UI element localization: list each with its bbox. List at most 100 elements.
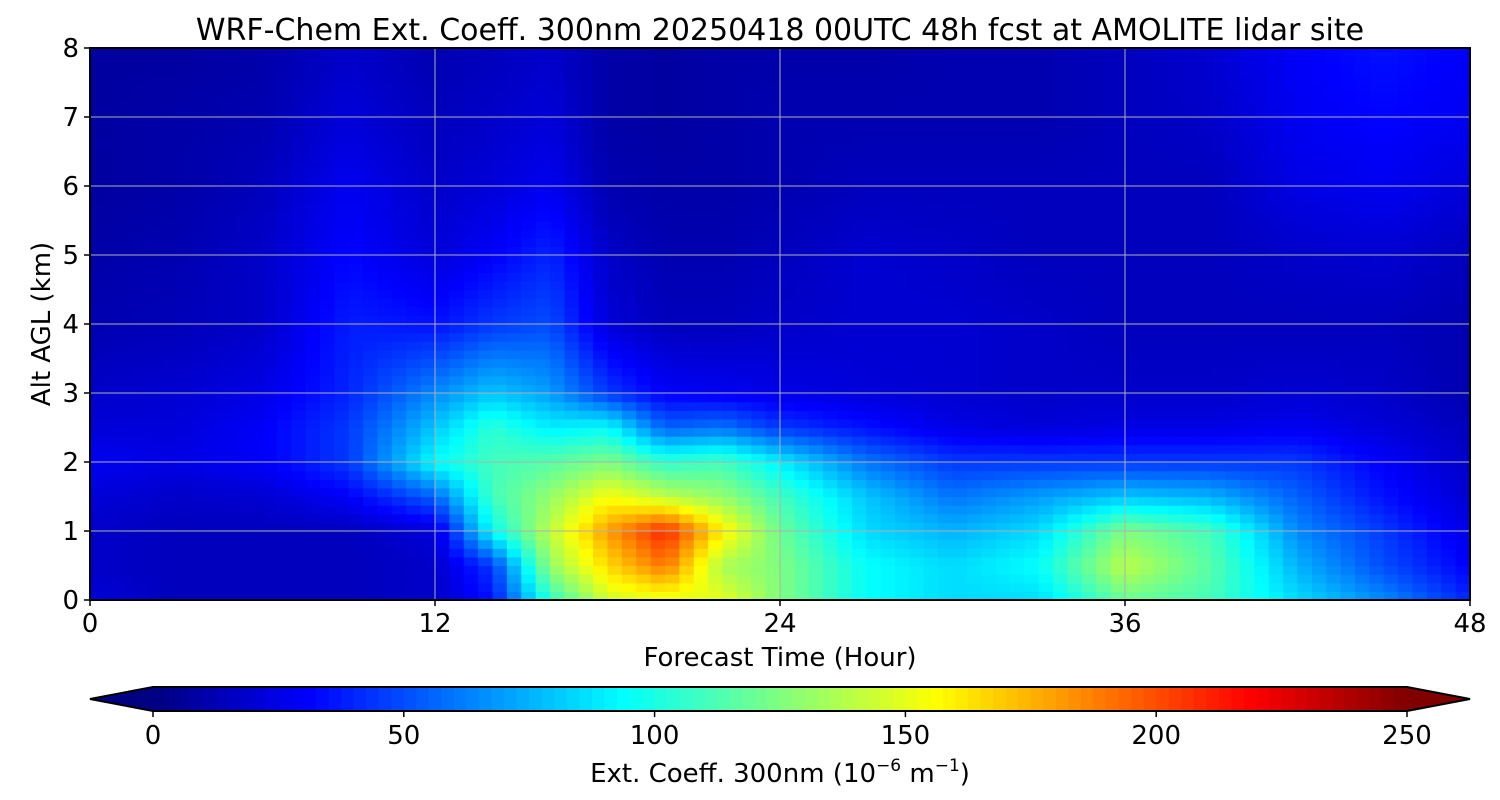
heatmap-cell xyxy=(506,462,522,472)
heatmap-cell xyxy=(1067,436,1083,446)
heatmap-cell xyxy=(377,591,393,600)
heatmap-cell xyxy=(377,539,393,549)
heatmap-cell xyxy=(1211,453,1227,463)
heatmap-cell xyxy=(1268,444,1284,454)
heatmap-cell xyxy=(1182,211,1198,222)
heatmap-cell xyxy=(1081,556,1097,567)
heatmap-cell xyxy=(1455,479,1470,489)
heatmap-cell xyxy=(851,177,867,187)
heatmap-cell xyxy=(1297,462,1313,472)
heatmap-cell xyxy=(909,410,925,420)
heatmap-cell xyxy=(233,582,249,592)
heatmap-cell xyxy=(276,280,292,291)
heatmap-cell xyxy=(190,470,206,480)
heatmap-cell xyxy=(1283,522,1299,532)
heatmap-cell xyxy=(463,574,479,584)
heatmap-cell xyxy=(1398,479,1414,489)
heatmap-cell xyxy=(449,341,465,351)
heatmap-cell xyxy=(262,453,278,463)
heatmap-cell xyxy=(1053,522,1069,532)
heatmap-cell xyxy=(262,246,278,256)
heatmap-cell xyxy=(406,367,422,377)
heatmap-cell xyxy=(1326,539,1342,549)
heatmap-cell xyxy=(593,315,609,325)
heatmap-cell xyxy=(276,203,292,213)
heatmap-cell xyxy=(880,565,896,575)
heatmap-cell xyxy=(363,315,379,325)
heatmap-cell xyxy=(1369,358,1385,368)
heatmap-cell xyxy=(1067,496,1083,506)
heatmap-cell xyxy=(1182,177,1198,187)
heatmap-cell xyxy=(118,393,134,403)
heatmap-cell xyxy=(133,539,149,549)
heatmap-cell xyxy=(420,177,436,187)
heatmap-cell xyxy=(521,324,537,334)
heatmap-cell xyxy=(1240,298,1255,308)
heatmap-cell xyxy=(133,194,149,204)
heatmap-cell xyxy=(1355,539,1370,549)
heatmap-cell xyxy=(636,574,652,584)
heatmap-cell xyxy=(679,410,695,420)
heatmap-cell xyxy=(535,427,551,437)
heatmap-cell xyxy=(808,220,824,230)
heatmap-cell xyxy=(420,160,436,170)
heatmap-cell xyxy=(104,548,120,558)
heatmap-cell xyxy=(1225,237,1241,247)
heatmap-cell xyxy=(1168,418,1184,429)
heatmap-cell xyxy=(1297,410,1313,420)
heatmap-cell xyxy=(1067,367,1083,377)
heatmap-cell xyxy=(1441,556,1457,567)
heatmap-cell xyxy=(1225,177,1241,187)
heatmap-cell xyxy=(1441,418,1457,429)
heatmap-cell xyxy=(219,418,235,429)
heatmap-cell xyxy=(593,453,609,463)
heatmap-cell xyxy=(334,272,350,282)
heatmap-cell xyxy=(1326,298,1342,308)
heatmap-cell xyxy=(1125,487,1140,498)
heatmap-cell xyxy=(578,375,594,385)
heatmap-cell xyxy=(823,565,839,575)
heatmap-cell xyxy=(650,496,666,506)
heatmap-cell xyxy=(248,203,264,213)
heatmap-cell xyxy=(219,358,235,368)
heatmap-cell xyxy=(176,151,192,161)
heatmap-cell xyxy=(449,272,465,282)
heatmap-cell xyxy=(880,160,896,170)
heatmap-cell xyxy=(621,401,637,411)
heatmap-cell xyxy=(1254,280,1270,291)
heatmap-cell xyxy=(808,479,824,489)
heatmap-cell xyxy=(607,513,623,523)
heatmap-cell xyxy=(506,280,522,291)
heatmap-cell xyxy=(147,375,163,385)
heatmap-cell xyxy=(463,168,479,178)
heatmap-cell xyxy=(161,531,177,541)
heatmap-cell xyxy=(291,263,307,273)
heatmap-cell xyxy=(219,522,235,532)
heatmap-cell xyxy=(305,186,321,196)
heatmap-cell xyxy=(823,324,839,334)
heatmap-cell xyxy=(650,263,666,273)
heatmap-cell xyxy=(1153,341,1169,351)
heatmap-cell xyxy=(593,194,609,204)
heatmap-cell xyxy=(722,220,738,230)
heatmap-cell xyxy=(1297,289,1313,299)
heatmap-cell xyxy=(808,462,824,472)
heatmap-cell xyxy=(521,582,537,592)
heatmap-cell xyxy=(794,255,810,265)
heatmap-cell xyxy=(478,298,494,308)
heatmap-cell xyxy=(406,393,422,403)
heatmap-cell xyxy=(406,418,422,429)
heatmap-cell xyxy=(578,332,594,342)
heatmap-cell xyxy=(1024,436,1040,446)
heatmap-cell xyxy=(1369,384,1385,394)
heatmap-cell xyxy=(823,505,839,515)
heatmap-cell xyxy=(665,591,680,600)
heatmap-cell xyxy=(650,453,666,463)
heatmap-cell xyxy=(449,349,465,360)
heatmap-cell xyxy=(1024,194,1040,204)
heatmap-cell xyxy=(909,332,925,342)
heatmap-cell xyxy=(1383,522,1399,532)
heatmap-cell xyxy=(1426,496,1442,506)
heatmap-cell xyxy=(90,160,105,170)
heatmap-cell xyxy=(1268,436,1284,446)
